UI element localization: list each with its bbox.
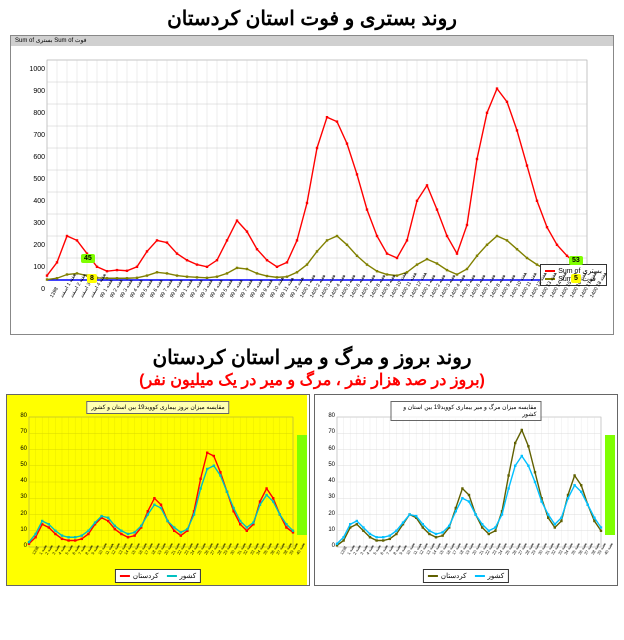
br-legend-item-0: کردستان [428,572,467,580]
bottom-left-svg [7,395,307,585]
y-tick-label: 0 [317,543,335,549]
br-legend-item-1: کشور [475,572,505,580]
y-tick-label: 600 [13,154,45,161]
y-tick-label: 900 [13,88,45,95]
data-callout: 5 [571,274,581,283]
bl-legend-item-1: کشور [167,572,197,580]
y-tick-label: 30 [317,494,335,500]
bottom-right-chart: مقایسه میزان مرگ و میر بیماری کووید19 بی… [314,394,618,586]
y-tick-label: 10 [9,527,27,533]
y-tick-label: 60 [317,446,335,452]
y-tick-label: 40 [9,478,27,484]
data-callout: 8 [87,274,97,283]
bottom-left-legend: کردستان کشور [115,569,201,583]
y-tick-label: 70 [317,429,335,435]
bottom-left-side-strip [297,435,307,535]
sub-title: روند بروز و مرگ و میر استان کردستان [0,341,624,370]
y-tick-label: 60 [9,446,27,452]
br-label-1: کشور [488,572,505,580]
y-tick-label: 20 [317,511,335,517]
br-label-0: کردستان [441,572,467,580]
y-tick-label: 500 [13,176,45,183]
y-tick-label: 700 [13,132,45,139]
y-tick-label: 10 [317,527,335,533]
y-tick-label: 100 [13,264,45,271]
y-tick-label: 800 [13,110,45,117]
main-title: روند بستری و فوت استان کردستان [0,0,624,33]
y-tick-label: 70 [9,429,27,435]
y-tick-label: 0 [9,543,27,549]
top-chart-topbar: Sum of بستری Sum of فوت [11,36,613,46]
bottom-right-svg [315,395,615,585]
bottom-right-side-strip [605,435,615,535]
br-swatch-0 [428,575,438,577]
bottom-left-chart: مقایسه میزان بروز بیماری کووید19 بین است… [6,394,310,586]
y-tick-label: 400 [13,198,45,205]
page-container: روند بستری و فوت استان کردستان Sum of بس… [0,0,624,592]
br-swatch-1 [475,575,485,577]
y-tick-label: 300 [13,220,45,227]
bl-swatch-1 [167,575,177,577]
y-tick-label: 200 [13,242,45,249]
red-subtitle: (بروز در صد هزار نفر ، مرگ و میر در یک م… [0,370,624,394]
top-chart-area: Sum of بستری Sum of فوت 0100200300400500… [11,46,613,334]
y-tick-label: 30 [9,494,27,500]
y-tick-label: 50 [317,462,335,468]
bottom-row: مقایسه میزان بروز بیماری کووید19 بین است… [0,394,624,592]
data-callout: 53 [569,256,583,265]
y-tick-label: 1000 [13,66,45,73]
bl-label-0: کردستان [133,572,159,580]
y-tick-label: 80 [317,413,335,419]
bl-label-1: کشور [180,572,197,580]
bl-legend-item-0: کردستان [120,572,159,580]
y-tick-label: 0 [13,286,45,293]
bottom-right-inner-title: مقایسه میزان مرگ و میر بیماری کووید19 بی… [391,401,542,421]
y-tick-label: 50 [9,462,27,468]
y-tick-label: 40 [317,478,335,484]
top-chart-panel: Sum of بستری Sum of فوت Sum of بستری Sum… [10,35,614,335]
y-tick-label: 80 [9,413,27,419]
bottom-right-legend: کردستان کشور [423,569,509,583]
bottom-left-inner-title: مقایسه میزان بروز بیماری کووید19 بین است… [86,401,229,414]
y-tick-label: 20 [9,511,27,517]
data-callout: 45 [81,254,95,263]
bl-swatch-0 [120,575,130,577]
